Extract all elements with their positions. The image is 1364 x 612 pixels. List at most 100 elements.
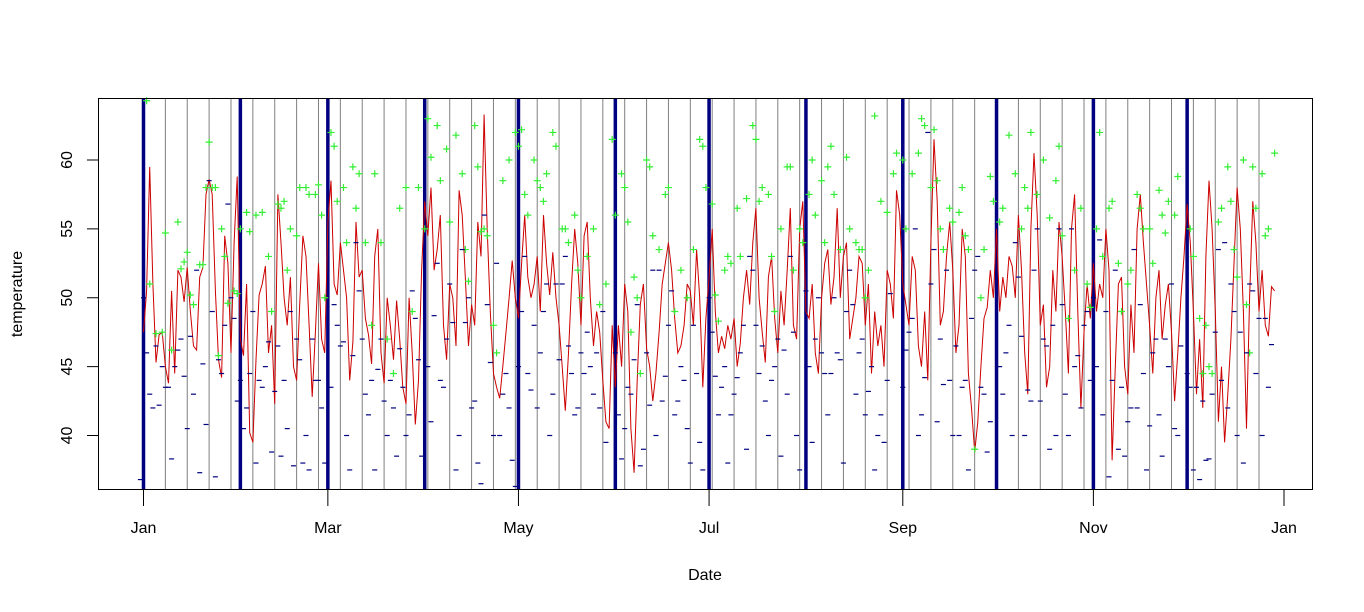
plus-marker <box>908 170 916 178</box>
plus-marker <box>161 229 169 237</box>
plus-marker <box>630 273 638 281</box>
plus-marker <box>986 173 994 181</box>
plus-marker <box>699 142 707 150</box>
plus-marker <box>458 170 466 178</box>
plus-marker <box>1239 156 1247 164</box>
plus-marker <box>243 208 251 216</box>
plus-marker <box>218 225 226 233</box>
plus-marker <box>1252 204 1260 212</box>
plus-marker <box>749 122 757 130</box>
plus-marker <box>708 200 716 208</box>
plus-marker <box>824 163 832 171</box>
plus-marker <box>914 149 922 157</box>
plus-marker <box>596 301 604 309</box>
temperature-line <box>143 114 1276 473</box>
temperature-polyline <box>143 114 1276 473</box>
plus-marker <box>827 142 835 150</box>
plus-marker <box>577 294 585 302</box>
plus-marker <box>1139 225 1147 233</box>
plus-marker <box>480 225 488 233</box>
plus-marker <box>1005 131 1013 139</box>
plus-marker <box>683 294 691 302</box>
plus-marker <box>949 218 957 226</box>
plus-marker <box>1108 197 1116 205</box>
plus-marker <box>768 252 776 260</box>
plus-marker <box>549 128 557 136</box>
plus-marker <box>1052 177 1060 185</box>
plus-marker <box>1114 259 1122 267</box>
plus-marker <box>274 200 282 208</box>
plus-marker <box>483 232 491 240</box>
plus-marker <box>602 280 610 288</box>
plus-marker <box>355 170 363 178</box>
plus-marker <box>1199 370 1207 378</box>
plus-marker <box>671 308 679 316</box>
plus-marker <box>530 156 538 164</box>
plus-marker <box>183 248 191 256</box>
plus-marker <box>677 266 685 274</box>
plus-marker <box>811 211 819 219</box>
plus-marker <box>361 239 369 247</box>
plus-marker <box>883 208 891 216</box>
plus-marker <box>836 246 844 254</box>
plus-marker <box>583 252 591 260</box>
lower-dash-markers <box>137 131 1275 488</box>
plus-marker <box>433 122 441 130</box>
plus-marker <box>1233 273 1241 281</box>
plus-marker <box>199 261 207 269</box>
plus-marker <box>1149 259 1157 267</box>
plus-marker <box>786 163 794 171</box>
plus-marker <box>721 266 729 274</box>
plus-marker <box>1164 197 1172 205</box>
plus-marker <box>564 239 572 247</box>
plus-marker <box>618 170 626 178</box>
plus-marker <box>1033 190 1041 198</box>
plus-marker <box>1224 163 1232 171</box>
plus-marker <box>1099 252 1107 260</box>
plus-marker <box>1174 173 1182 181</box>
plus-marker <box>574 266 582 274</box>
plus-marker <box>689 246 697 254</box>
plus-marker <box>930 126 938 134</box>
plus-marker <box>514 142 522 150</box>
plus-marker <box>858 246 866 254</box>
x-tick-label: Jan <box>1271 520 1297 537</box>
plus-marker <box>999 204 1007 212</box>
plus-marker <box>571 211 579 219</box>
plus-marker <box>743 195 751 203</box>
plus-marker <box>655 246 663 254</box>
plus-marker <box>1205 363 1213 371</box>
plus-marker <box>383 335 391 343</box>
plus-marker <box>518 126 526 134</box>
plus-marker <box>921 122 929 130</box>
plus-marker <box>752 135 760 143</box>
plus-marker <box>843 153 851 161</box>
plus-marker <box>561 225 569 233</box>
plus-marker <box>889 170 897 178</box>
plus-marker <box>177 265 185 273</box>
monthly-gridlines <box>141 99 1189 489</box>
x-tick-label: Jul <box>699 520 719 537</box>
plus-marker <box>443 145 451 153</box>
plus-marker <box>624 218 632 226</box>
plus-marker <box>408 308 416 316</box>
plus-marker <box>333 197 341 205</box>
plus-marker <box>1018 225 1026 233</box>
plus-marker <box>1124 280 1132 288</box>
plus-marker <box>1230 246 1238 254</box>
y-tick-label: 55 <box>59 220 76 238</box>
plus-marker <box>1196 314 1204 322</box>
plus-marker <box>927 184 935 192</box>
plus-marker <box>796 225 804 233</box>
plus-marker <box>589 225 597 233</box>
plus-marker <box>202 184 210 192</box>
plus-marker <box>627 328 635 336</box>
upper-plus-markers <box>143 97 1279 453</box>
plus-marker <box>236 225 244 233</box>
plus-marker <box>421 225 429 233</box>
plus-marker <box>864 266 872 274</box>
plus-marker <box>1155 186 1163 194</box>
plus-marker <box>436 177 444 185</box>
plus-marker <box>446 218 454 226</box>
